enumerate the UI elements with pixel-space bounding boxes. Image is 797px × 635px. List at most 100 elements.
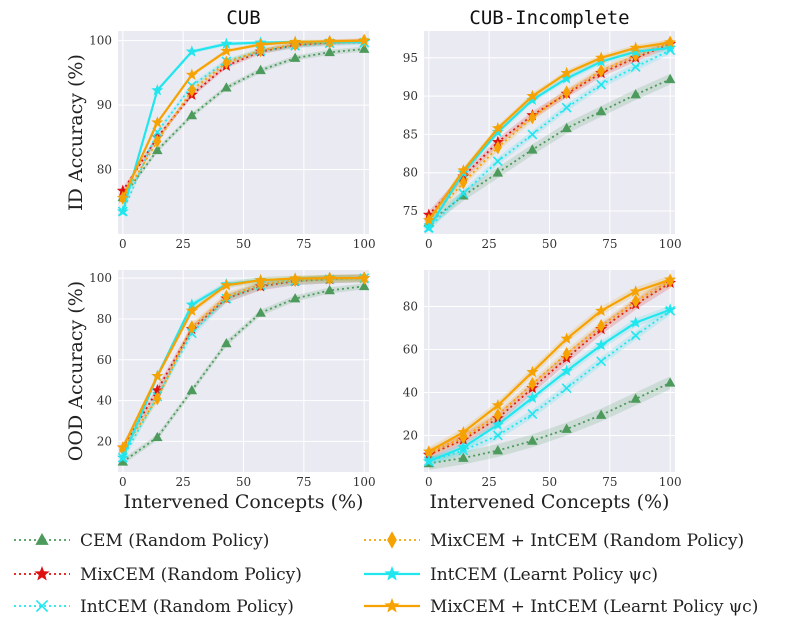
- data-point: [459, 175, 468, 190]
- data-point: [185, 68, 198, 80]
- data-point: [492, 445, 504, 455]
- x-tick-label: 0: [119, 475, 127, 489]
- series-line: [427, 46, 671, 229]
- legend-marker: [35, 533, 49, 545]
- data-point: [323, 271, 336, 284]
- data-point: [560, 332, 573, 344]
- series-line: [428, 43, 671, 216]
- series-line: [427, 41, 671, 221]
- data-point: [458, 188, 469, 199]
- confidence-band: [122, 46, 365, 200]
- data-point: [491, 125, 504, 138]
- data-point: [323, 34, 336, 47]
- data-point: [664, 303, 677, 315]
- data-point: [153, 391, 162, 406]
- series-line: [122, 277, 365, 448]
- confidence-band: [428, 73, 671, 228]
- data-point: [595, 55, 608, 67]
- x-axis-label: Intervened Concepts (%): [430, 491, 670, 513]
- data-point: [116, 184, 129, 196]
- legend-marker: [387, 531, 397, 549]
- x-tick-label: 50: [542, 475, 557, 489]
- y-tick-label: 40: [97, 394, 112, 408]
- data-point: [494, 140, 502, 155]
- x-tick-label: 25: [482, 475, 497, 489]
- y-tick-label: 80: [403, 300, 418, 314]
- data-point: [254, 273, 267, 286]
- legend-entry: MixCEM (Random Policy): [14, 565, 302, 585]
- y-axis-label: OOD Accuracy (%): [65, 281, 87, 461]
- y-tick-label: 80: [97, 312, 112, 326]
- legend-entry: IntCEM (Learnt Policy ψc): [364, 565, 658, 585]
- data-point: [491, 399, 504, 411]
- data-point: [289, 52, 301, 62]
- confidence-band: [428, 306, 671, 466]
- confidence-band: [122, 283, 365, 465]
- data-point: [358, 43, 370, 53]
- data-point: [527, 435, 538, 445]
- data-point: [151, 369, 164, 382]
- data-point: [595, 51, 608, 63]
- series-line: [428, 382, 671, 465]
- data-point: [222, 55, 231, 70]
- y-tick-label: 60: [403, 343, 418, 357]
- confidence-band: [428, 46, 671, 232]
- data-point: [526, 391, 539, 403]
- data-point: [560, 72, 573, 84]
- data-point: [457, 440, 470, 453]
- data-point: [289, 272, 302, 284]
- series-5: [422, 41, 677, 233]
- legend-entry: MixCEM + IntCEM (Learnt Policy ψc): [364, 597, 758, 617]
- legend-label: IntCEM (Learnt Policy ψc): [430, 565, 658, 585]
- data-point: [664, 273, 677, 285]
- data-point: [220, 278, 233, 291]
- data-point: [596, 356, 607, 367]
- legend-entry: CEM (Random Policy): [14, 531, 269, 551]
- legend-marker: [34, 565, 50, 581]
- y-tick-label: 75: [403, 204, 418, 218]
- data-point: [631, 294, 640, 309]
- panel-title: CUB-Incomplete: [469, 7, 629, 29]
- series-5: [422, 303, 677, 467]
- y-tick-label: 20: [403, 428, 418, 442]
- series-6: [422, 273, 677, 457]
- data-point: [630, 89, 641, 99]
- data-point: [597, 318, 605, 333]
- panel-title: CUB: [226, 7, 260, 29]
- series-line: [428, 41, 671, 221]
- series-line: [428, 282, 671, 456]
- data-point: [664, 41, 677, 53]
- y-axis-label: ID Accuracy (%): [65, 54, 87, 211]
- data-point: [595, 105, 607, 116]
- data-point: [185, 45, 198, 57]
- data-point: [664, 73, 676, 84]
- data-point: [324, 284, 335, 295]
- confidence-band: [122, 274, 365, 452]
- data-point: [255, 307, 266, 317]
- y-tick-label: 80: [403, 166, 418, 180]
- data-point: [422, 213, 435, 226]
- y-tick-label: 100: [89, 271, 112, 285]
- data-point: [116, 205, 129, 217]
- data-point: [458, 452, 469, 462]
- data-point: [664, 377, 676, 387]
- data-point: [457, 164, 470, 176]
- x-tick-label: 75: [602, 475, 617, 489]
- chart-panel-1: 0 25 50 75 100 80 90 100 CUB ID Accuracy (%): [65, 7, 376, 251]
- series-line: [428, 308, 671, 463]
- data-point: [526, 93, 539, 106]
- data-point: [492, 430, 503, 441]
- data-point: [561, 122, 572, 133]
- data-point: [151, 384, 164, 396]
- series-line: [122, 285, 365, 463]
- confidence-band: [428, 376, 671, 470]
- x-tick-label: 50: [236, 237, 251, 251]
- data-point: [491, 418, 504, 430]
- data-point: [492, 156, 503, 167]
- series-line: [428, 278, 671, 453]
- data-point: [289, 35, 302, 48]
- data-point: [527, 129, 538, 140]
- data-point: [186, 109, 198, 120]
